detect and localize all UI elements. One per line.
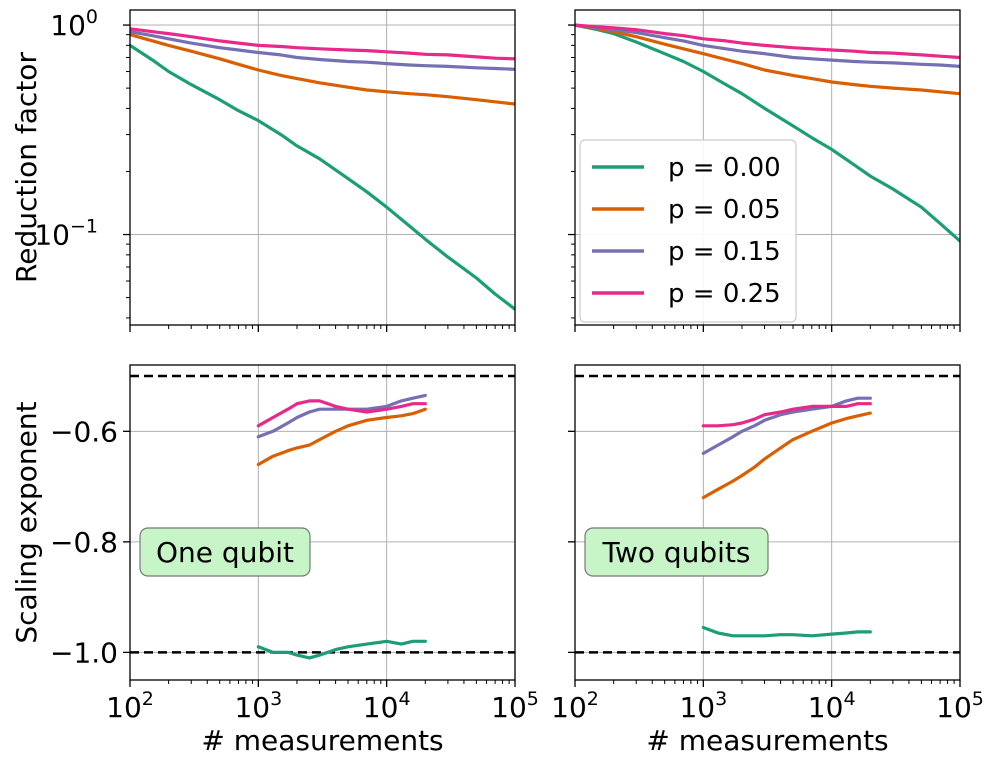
x-tick-label: 105 bbox=[491, 688, 539, 724]
x-axis-label: # measurements bbox=[201, 724, 443, 757]
series-line bbox=[701, 402, 872, 428]
series-line bbox=[256, 399, 427, 428]
y-tick-label: 100 bbox=[50, 6, 98, 42]
series-group bbox=[701, 396, 872, 638]
x-tick-label: 105 bbox=[936, 688, 984, 724]
series-line bbox=[130, 32, 515, 106]
series-line bbox=[256, 639, 427, 660]
series-group bbox=[256, 393, 427, 660]
y-tick-label: −1.0 bbox=[50, 636, 118, 669]
series-line bbox=[575, 23, 960, 60]
series-line bbox=[701, 411, 872, 500]
x-tick-label: 104 bbox=[363, 688, 411, 724]
y-axis-label: Scaling exponent bbox=[10, 401, 43, 643]
x-tick-label: 104 bbox=[808, 688, 856, 724]
series-line bbox=[575, 23, 960, 69]
x-tick-label: 103 bbox=[679, 688, 727, 724]
annotation-box bbox=[139, 527, 311, 577]
y-tick-label: −0.6 bbox=[50, 415, 118, 448]
panel-bottom-right: 102 103 104 105 # measurements bbox=[551, 364, 984, 757]
annotation-text: One qubit bbox=[156, 536, 294, 569]
x-tick-label: 103 bbox=[234, 688, 282, 724]
axes-frame bbox=[129, 364, 516, 681]
series-line bbox=[130, 43, 515, 311]
axes-frame bbox=[129, 9, 516, 326]
series-line bbox=[575, 23, 960, 243]
annotation-box bbox=[584, 527, 769, 577]
legend: p = 0.00 p = 0.05 p = 0.15 p = 0.25 bbox=[579, 139, 797, 323]
axes-frame bbox=[574, 364, 961, 681]
annotation-bottom-left: One qubit bbox=[139, 527, 311, 577]
x-tick-label: 102 bbox=[106, 688, 154, 724]
series-line bbox=[701, 396, 872, 455]
series-group bbox=[575, 23, 960, 243]
series-line bbox=[130, 30, 515, 71]
x-tick-label: 102 bbox=[551, 688, 599, 724]
axes-frame bbox=[574, 9, 961, 326]
legend-label: p = 0.15 bbox=[668, 237, 781, 267]
panel-bottom-left: 102 103 104 105 −0.6 −0.8 −1.0 # measurements Sc… bbox=[10, 364, 539, 757]
y-tick-label: 10−1 bbox=[34, 216, 98, 252]
series-line bbox=[130, 27, 515, 61]
legend-frame bbox=[579, 139, 797, 323]
series-line bbox=[575, 23, 960, 96]
legend-label: p = 0.25 bbox=[668, 279, 781, 309]
y-axis-label: Reduction factor bbox=[10, 52, 43, 283]
legend-label: p = 0.05 bbox=[668, 195, 781, 225]
series-line bbox=[701, 625, 872, 638]
series-line bbox=[256, 393, 427, 439]
y-tick-label: −0.8 bbox=[50, 526, 118, 559]
legend-label: p = 0.00 bbox=[668, 153, 781, 183]
series-group bbox=[130, 27, 515, 311]
x-axis-label: # measurements bbox=[646, 724, 888, 757]
series-line bbox=[256, 407, 427, 467]
annotation-text: Two qubits bbox=[601, 536, 750, 569]
annotation-bottom-right: Two qubits bbox=[584, 527, 769, 577]
